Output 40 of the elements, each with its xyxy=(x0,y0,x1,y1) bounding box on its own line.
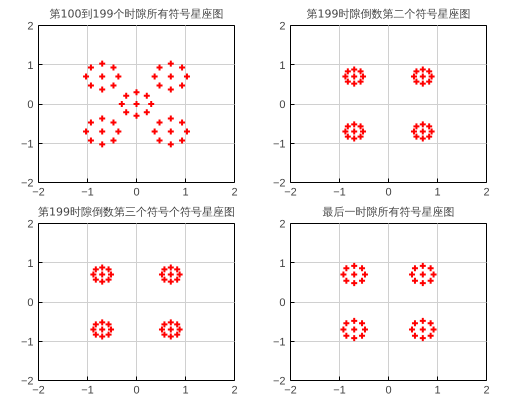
y-tick-label: 0 xyxy=(279,99,286,111)
x-tick-label: 1 xyxy=(182,186,189,198)
x-tick-label: 0 xyxy=(385,186,392,198)
y-tick-label: 0 xyxy=(279,297,286,309)
y-tick-label: 1 xyxy=(27,258,34,270)
y-tick-label: 2 xyxy=(279,218,286,230)
x-tick-label: −1 xyxy=(81,384,94,396)
x-tick-label: 2 xyxy=(231,384,238,396)
chart-title: 第199时隙倒数第三个符号个符号星座图 xyxy=(38,206,235,218)
y-tick-label: 0 xyxy=(27,99,34,111)
x-tick-label: −1 xyxy=(81,186,94,198)
y-tick-label: 1 xyxy=(279,258,286,270)
x-tick-label: 0 xyxy=(385,384,392,396)
y-tick-label: 2 xyxy=(27,20,34,32)
y-tick-label: −1 xyxy=(272,336,286,348)
chart-title: 第100到199个时隙所有符号星座图 xyxy=(50,8,224,20)
x-tick-label: 1 xyxy=(182,384,189,396)
chart-title: 最后一时隙所有符号星座图 xyxy=(322,206,454,218)
x-tick-label: 1 xyxy=(434,384,441,396)
x-tick-label: −1 xyxy=(333,384,346,396)
x-tick-label: 2 xyxy=(231,186,238,198)
x-tick-label: 0 xyxy=(133,186,140,198)
y-tick-label: 1 xyxy=(27,60,34,72)
x-tick-label: 2 xyxy=(483,384,490,396)
y-tick-label: −2 xyxy=(20,178,34,190)
y-tick-label: −1 xyxy=(272,138,286,150)
y-tick-label: −2 xyxy=(20,376,34,388)
chart-title: 第199时隙倒数第二个符号星座图 xyxy=(306,8,470,20)
y-tick-label: −1 xyxy=(20,138,34,150)
y-tick-label: 2 xyxy=(27,218,34,230)
y-tick-label: −1 xyxy=(20,336,34,348)
y-tick-label: −2 xyxy=(272,178,286,190)
y-tick-label: 2 xyxy=(279,20,286,32)
y-tick-label: −2 xyxy=(272,376,286,388)
y-tick-label: 0 xyxy=(27,297,34,309)
x-tick-label: 1 xyxy=(434,186,441,198)
x-tick-label: −1 xyxy=(333,186,346,198)
x-tick-label: 2 xyxy=(483,186,490,198)
x-tick-label: 0 xyxy=(133,384,140,396)
y-tick-label: 1 xyxy=(279,60,286,72)
